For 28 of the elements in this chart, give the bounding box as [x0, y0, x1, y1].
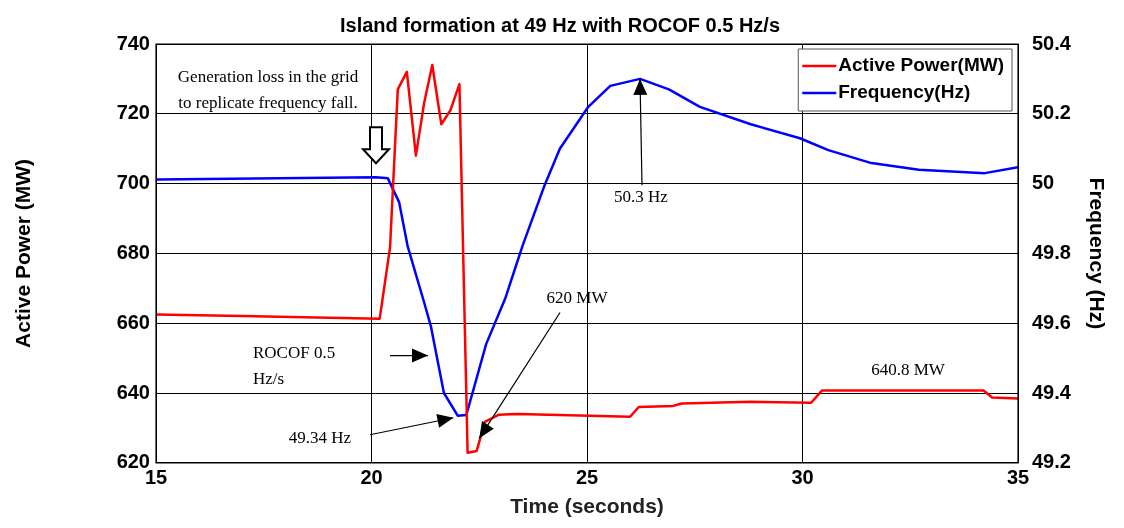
annotation: ROCOF 0.5 Hz/s — [253, 343, 336, 389]
annotation: 50.3 Hz — [614, 186, 669, 206]
y-tick-label: 640 — [116, 380, 150, 403]
x-axis-title: Time (seconds) — [510, 494, 664, 518]
legend-label: Active Power(MW) — [838, 54, 1005, 76]
y-tick-label: 740 — [116, 31, 150, 54]
y2-tick-label: 50 — [1032, 171, 1055, 194]
x-tick-label: 20 — [360, 466, 383, 489]
x-tick-label: 35 — [1006, 466, 1030, 489]
y-tick-label: 700 — [116, 171, 150, 194]
legend-label: Frequency(Hz) — [838, 81, 971, 103]
y-tick-label: 660 — [116, 310, 150, 333]
y2-tick-label: 49.6 — [1032, 310, 1071, 333]
y-tick-label: 720 — [116, 101, 150, 124]
annotation: Generation loss in the grid to replicate frequency fall. — [177, 66, 359, 112]
chart-title: Island formation at 49 Hz with ROCOF 0.5 Hz/s — [339, 13, 781, 36]
annotation: 49.34 Hz — [288, 428, 352, 448]
y2-tick-label: 49.8 — [1032, 240, 1071, 263]
y2-tick-label: 50.2 — [1032, 101, 1071, 124]
y2-axis-title: Frequency (Hz) — [1085, 177, 1109, 330]
annotation: 640.8 MW — [871, 360, 946, 380]
y2-tick-label: 50.4 — [1032, 31, 1072, 54]
x-tick-label: 25 — [575, 466, 599, 489]
x-tick-label: 30 — [791, 466, 814, 489]
y-tick-label: 680 — [116, 240, 150, 263]
y-axis-title: Active Power (MW) — [11, 158, 35, 348]
y2-tick-label: 49.2 — [1032, 450, 1071, 473]
y2-tick-label: 49.4 — [1032, 380, 1072, 403]
